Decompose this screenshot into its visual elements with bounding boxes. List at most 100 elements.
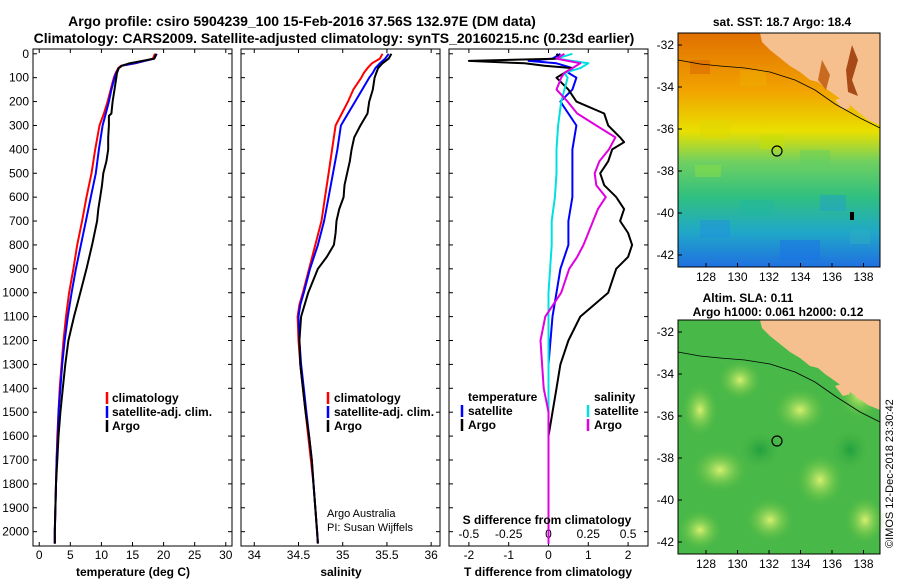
map-y-tick-label: -42 [657, 535, 675, 549]
y-tick-label: 1700 [2, 453, 29, 467]
legend-s-satellite-label: satellite [594, 404, 639, 418]
credit-line1: Argo Australia [327, 508, 396, 520]
sla-land [760, 320, 880, 410]
y-tick-label: 1100 [3, 310, 29, 324]
legend-argo-label: Argo [334, 419, 362, 433]
x-tick-label: 0 [545, 548, 552, 562]
temperature-xlabel: temperature (deg C) [76, 565, 190, 579]
y-tick-label: 700 [9, 214, 29, 228]
map-y-tick-label: -38 [657, 164, 675, 178]
series-line-argo [53, 53, 158, 544]
x-tick-label: 35.5 [375, 548, 399, 562]
series-line-s-argo [539, 52, 617, 544]
map-x-tick-label: 130 [727, 270, 747, 284]
map-x-tick-label: 138 [853, 270, 873, 284]
temperature-plot: 0100200300400500600700800900100011001200… [2, 47, 232, 562]
salinity-legend: climatology satellite-adj. clim. Argo [326, 391, 434, 433]
legend-climatology-label: climatology [334, 391, 401, 405]
map-x-tick-label: 136 [822, 557, 842, 571]
imos-watermark: ©IMOS 12-Dec-2018 23:30:42 [884, 399, 896, 548]
sst-map-axes: -32 -34 -36 -38 -40 -42 128 130 132 134 136 138 [657, 38, 874, 284]
credit-line2: PI: Susan Wijffels [327, 522, 413, 534]
y-tick-label: 2000 [2, 525, 29, 539]
y-tick-label: 1800 [2, 477, 29, 491]
x-tick-label: -2 [464, 548, 475, 562]
temperature-legend: climatology satellite-adj. clim. Argo [105, 391, 212, 433]
map-y-tick-label: -36 [657, 122, 675, 136]
series-line-s-satellite [547, 52, 590, 544]
sla-map-axes: -32 -34 -36 -38 -40 -42 128 130 132 134 136 138 [657, 325, 874, 571]
sla-map-title-line1: Altim. SLA: 0.11 [703, 291, 794, 305]
y-tick-label: 1900 [2, 501, 29, 515]
legend-salinity-title: salinity [594, 390, 636, 404]
legend-temperature-title: temperature [468, 390, 538, 404]
legend-satellite-label: satellite-adj. clim. [112, 405, 212, 419]
salinity-panel-frame [240, 48, 441, 547]
y-tick-label: 1400 [2, 381, 29, 395]
series-line-satellite-adj-clim- [53, 53, 158, 544]
x-tick-label: 36 [424, 548, 438, 562]
y-tick-label: 300 [9, 118, 29, 132]
map-x-tick-label: 130 [727, 557, 747, 571]
y-tick-label: 500 [9, 166, 29, 180]
x-tick-label: 15 [126, 548, 140, 562]
x-tick-label: 0 [36, 548, 43, 562]
map-x-tick-label: 136 [822, 270, 842, 284]
legend-s-argo-label: Argo [594, 418, 622, 432]
x-tick-label: 1 [585, 548, 592, 562]
map-y-tick-label: -40 [657, 493, 675, 507]
legend-t-argo-label: Argo [468, 418, 496, 432]
sst-argo-location [771, 145, 783, 157]
map-y-tick-label: -34 [657, 80, 675, 94]
legend-argo-label: Argo [112, 419, 140, 433]
x-tick-label: 5 [67, 548, 74, 562]
map-y-tick-label: -34 [657, 367, 675, 381]
x-tick-label: 35 [336, 548, 350, 562]
sla-argo-location [771, 435, 783, 447]
y-tick-label: 100 [9, 71, 29, 85]
s-tick-label: 0.25 [577, 527, 601, 541]
map-x-tick-label: 134 [790, 270, 810, 284]
sla-kangaroo-island [835, 382, 850, 396]
s-tick-label: 0.5 [620, 527, 637, 541]
sla-map-title-line2: Argo h1000: 0.061 h2000: 0.12 [693, 305, 864, 319]
map-x-tick-label: 132 [759, 270, 779, 284]
salinity-plot: 34 34.5 35 35.5 36 [241, 49, 440, 562]
sst-texture [690, 60, 870, 260]
x-tick-label: 20 [157, 548, 171, 562]
sst-map: sat. SST: 18.7 Argo: 18.4 -32 -34 -36 -38 -4… [657, 15, 881, 284]
y-tick-label: 0 [22, 47, 29, 61]
map-y-tick-label: -32 [657, 38, 675, 52]
sst-gulf-shading [846, 45, 858, 96]
map-x-tick-label: 128 [696, 557, 716, 571]
sst-gulf-shading-2 [818, 60, 830, 90]
figure-title-line1: Argo profile: csiro 5904239_100 15-Feb-2… [68, 13, 536, 29]
x-tick-label: 25 [188, 548, 202, 562]
map-y-tick-label: -40 [657, 206, 675, 220]
x-tick-label: 10 [95, 548, 109, 562]
figure-title-line2: Climatology: CARS2009. Satellite-adjuste… [34, 30, 635, 46]
sst-map-title: sat. SST: 18.7 Argo: 18.4 [713, 15, 852, 29]
legend-climatology-label: climatology [112, 391, 179, 405]
map-x-tick-label: 134 [790, 557, 810, 571]
map-y-tick-label: -42 [657, 248, 675, 262]
y-tick-label: 900 [9, 262, 29, 276]
map-y-tick-label: -32 [657, 325, 675, 339]
y-tick-label: 1200 [2, 334, 29, 348]
y-tick-label: 1600 [2, 429, 29, 443]
series-line-t-satellite [527, 52, 578, 544]
y-tick-label: 800 [9, 238, 29, 252]
x-tick-label: 34.5 [287, 548, 311, 562]
map-x-tick-label: 128 [696, 270, 716, 284]
y-tick-label: 200 [9, 95, 29, 109]
legend-t-satellite-label: satellite [468, 404, 513, 418]
y-tick-label: 400 [9, 142, 29, 156]
x-tick-label: 2 [625, 548, 632, 562]
sst-data-gap [850, 212, 854, 220]
salinity-xlabel: salinity [320, 565, 362, 579]
legend-satellite-label: satellite-adj. clim. [334, 405, 434, 419]
sla-map: Altim. SLA: 0.11 Argo h1000: 0.061 h2000… [657, 291, 885, 571]
sst-kangaroo-island [835, 96, 850, 110]
s-tick-label: -0.25 [495, 527, 523, 541]
map-y-tick-label: -36 [657, 409, 675, 423]
